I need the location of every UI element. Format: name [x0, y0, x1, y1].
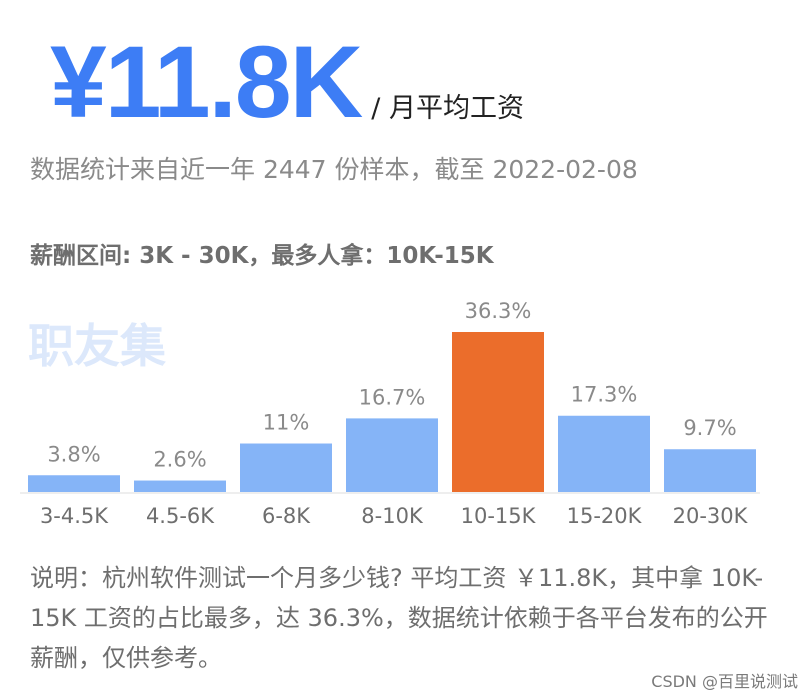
- salary-range-line: 薪酬区间: 3K - 30K，最多人拿：10K-15K: [30, 243, 494, 269]
- description-note: 说明：杭州软件测试一个月多少钱? 平均工资 ￥11.8K，其中拿 10K-15K…: [30, 564, 768, 672]
- average-salary-value: ¥11.8K: [50, 25, 363, 139]
- bar-15-20K: [558, 415, 650, 492]
- data-label: 36.3%: [465, 299, 532, 323]
- watermark-logo: 职友集: [28, 319, 166, 373]
- data-label: 3.8%: [47, 442, 100, 466]
- salary-distribution-chart: 3.8% 3-4.5K 2.6% 4.5-6K 11% 6-8K 16.7% 8-10K 36.…: [20, 299, 760, 528]
- bar-3-4.5K: [28, 475, 120, 492]
- x-tick-label: 20-30K: [673, 504, 749, 528]
- data-label: 9.7%: [683, 416, 736, 440]
- bar-20-30K: [664, 449, 756, 492]
- data-label: 11%: [263, 411, 310, 435]
- bar-6-8K: [240, 443, 332, 492]
- x-tick-label: 10-15K: [461, 504, 537, 528]
- x-tick-label: 8-10K: [361, 504, 424, 528]
- sample-stats-line: 数据统计来自近一年 2447 份样本，截至 2022-02-08: [30, 155, 638, 184]
- x-tick-label: 4.5-6K: [146, 504, 215, 528]
- salary-headline: ¥11.8K / 月平均工资: [50, 22, 524, 142]
- bar-4.5-6K: [134, 480, 226, 492]
- salary-unit-label: / 月平均工资: [371, 93, 524, 124]
- x-tick-label: 6-8K: [262, 504, 311, 528]
- data-label: 16.7%: [359, 385, 426, 409]
- source-credit: CSDN @百里说测试: [651, 672, 798, 691]
- data-label: 17.3%: [571, 383, 638, 407]
- bar-8-10K: [346, 418, 438, 492]
- x-tick-label: 15-20K: [567, 504, 643, 528]
- data-label: 2.6%: [153, 448, 206, 472]
- x-tick-label: 3-4.5K: [40, 504, 109, 528]
- bar-10-15K: [452, 332, 544, 492]
